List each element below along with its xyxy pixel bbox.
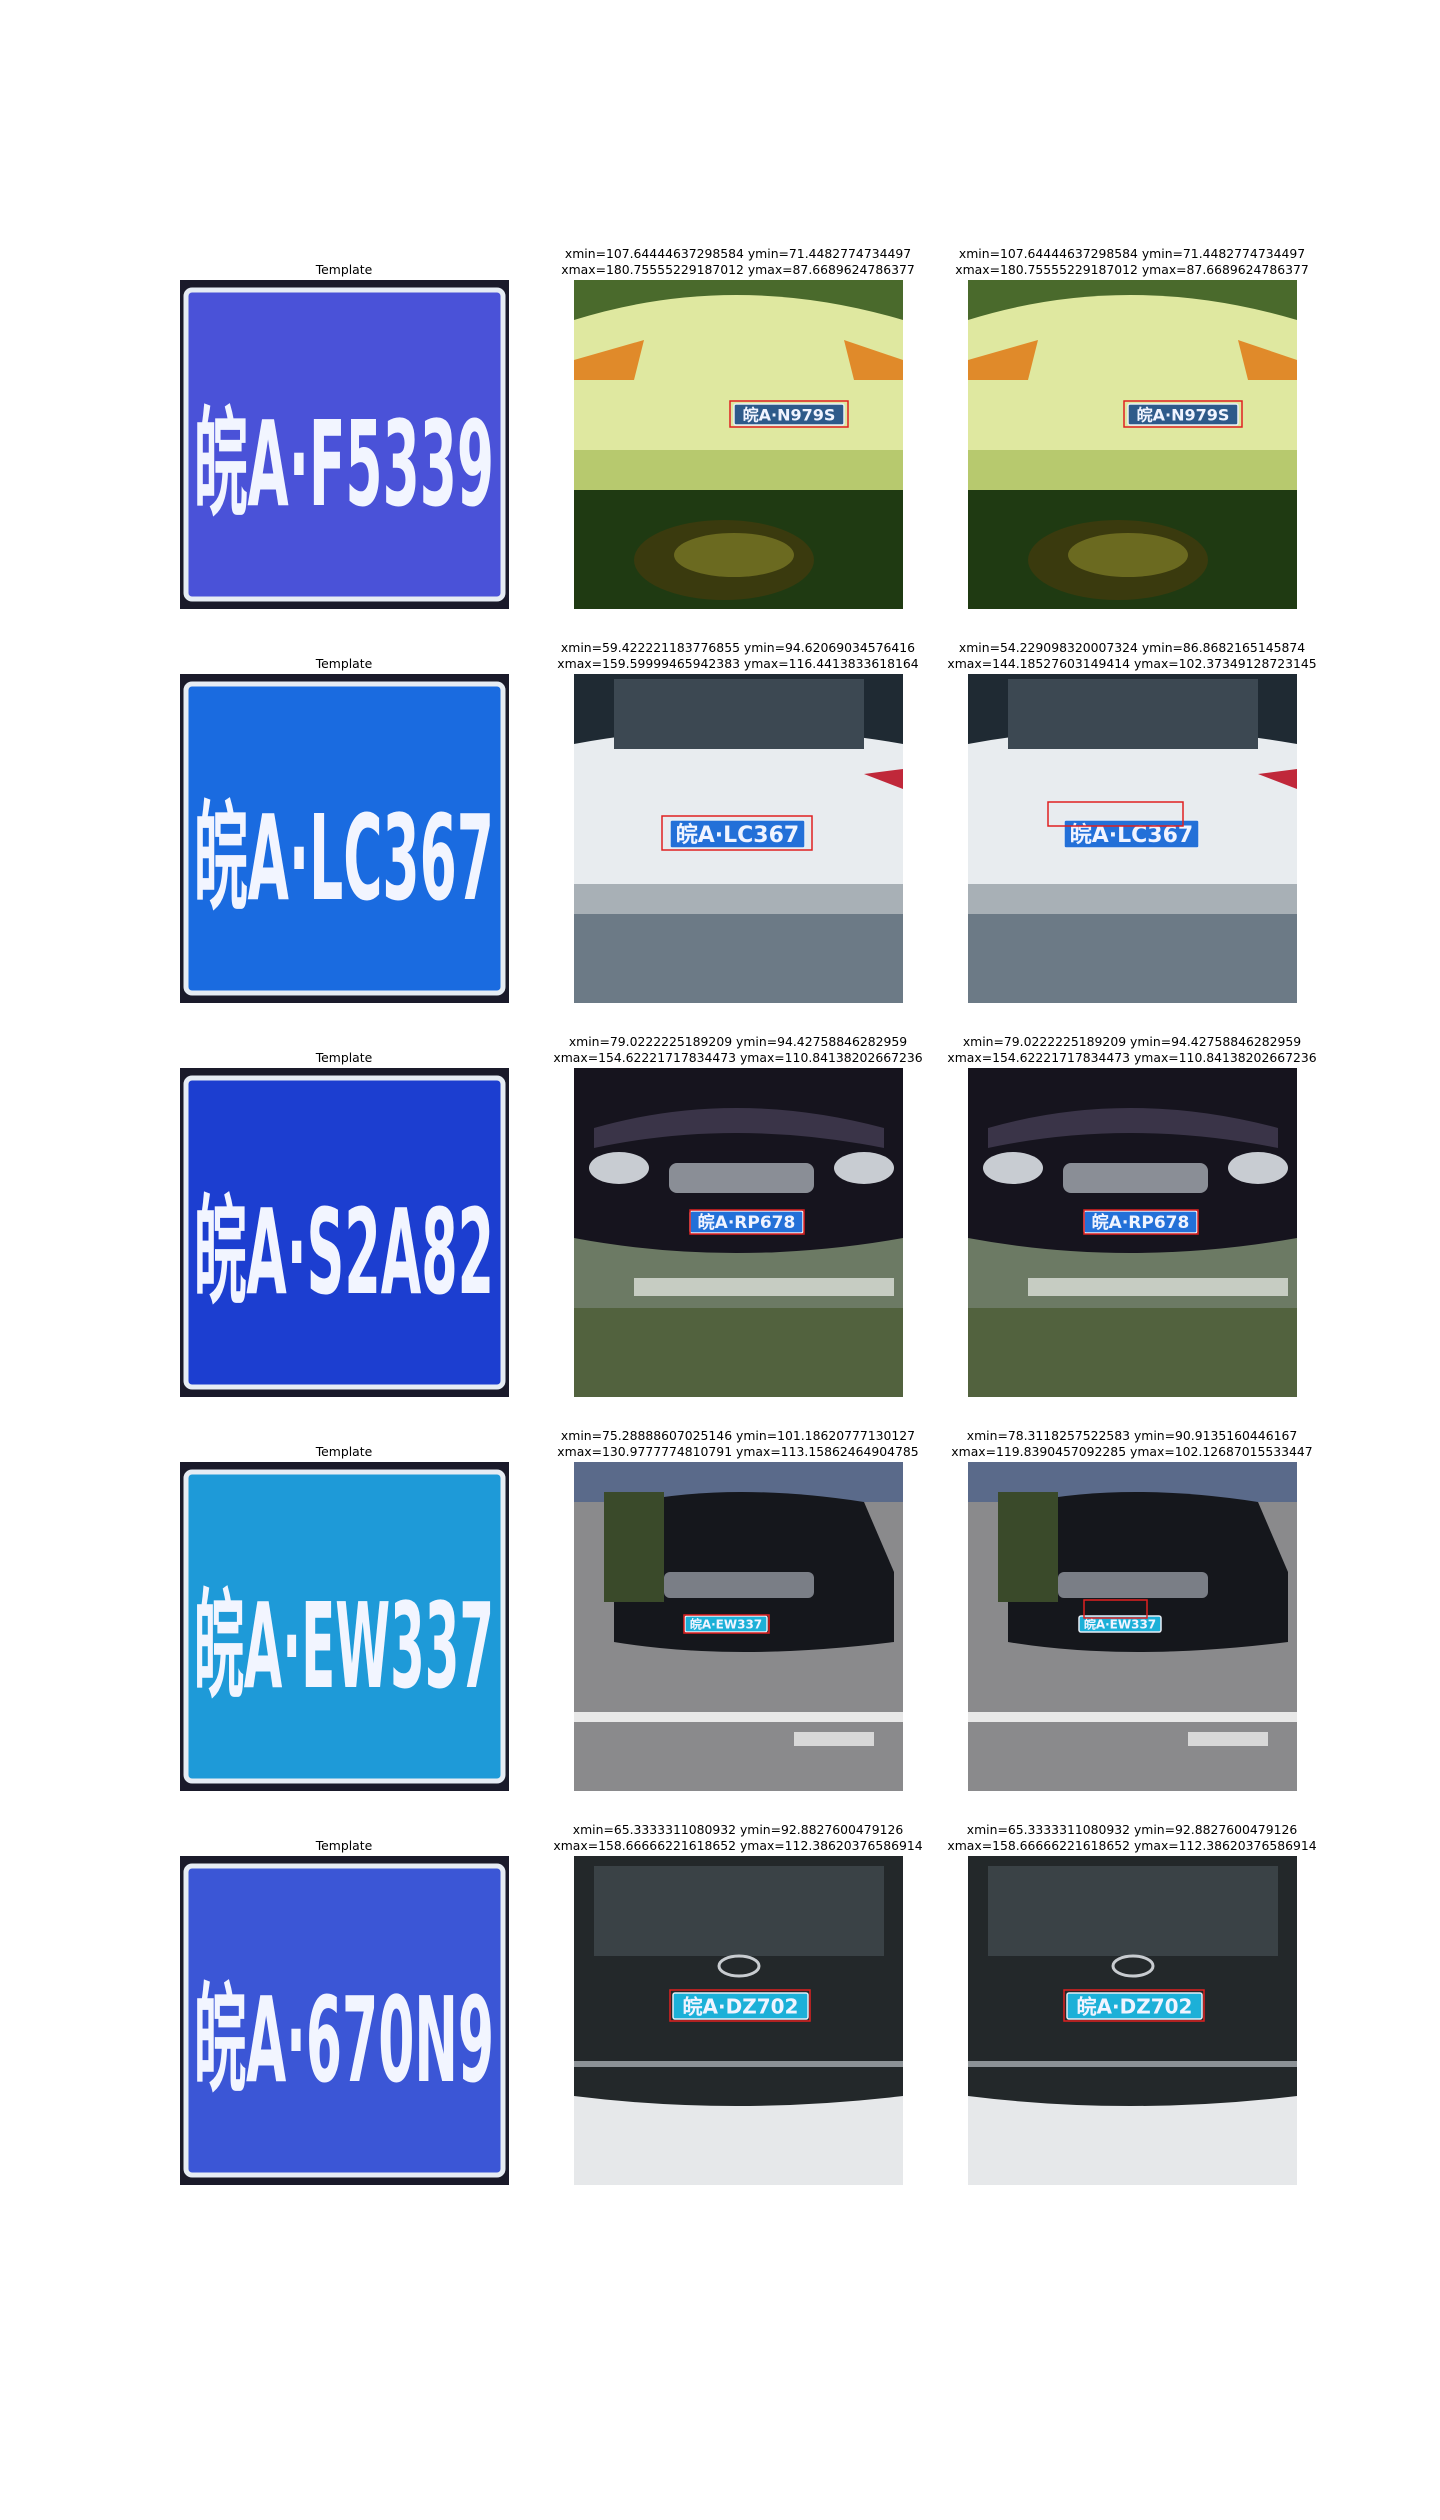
detection-title: xmin=79.0222225189209 ymin=94.4275884628… (518, 1034, 958, 1066)
detection-box (683, 1614, 770, 1634)
detection-title-line2: xmax=154.62221717834473 ymax=110.8413820… (553, 1050, 923, 1065)
detection-title-line2: xmax=159.59999465942383 ymax=116.4413833… (557, 656, 919, 671)
detection-image: 皖A·N979S (968, 280, 1297, 609)
detection-title-line1: xmin=107.64444637298584 ymin=71.44827747… (958, 246, 1306, 261)
svg-text:皖A·N979S: 皖A·N979S (1137, 405, 1230, 424)
detection-title: xmin=107.64444637298584 ymin=71.44827747… (518, 246, 958, 278)
template-title: Template (315, 1838, 373, 1853)
svg-text:皖A·S2A82: 皖A·S2A82 (194, 1183, 494, 1321)
detection-image: 皖A·N979S (574, 280, 903, 609)
license-plate: 皖A·RP678 (689, 1210, 804, 1234)
svg-text:皖A·N979S: 皖A·N979S (743, 405, 836, 424)
detection-box (689, 1209, 805, 1235)
svg-text:皖A·F5339: 皖A·F5339 (194, 395, 494, 533)
detection-image: 皖A·RP678 (968, 1068, 1297, 1397)
detection-title-line2: xmax=180.75555229187012 ymax=87.66896247… (561, 262, 915, 277)
template-image: 皖A·670N9 (180, 1856, 509, 2185)
detection-image: 皖A·EW337 (968, 1462, 1297, 1791)
svg-text:皖A·EW337: 皖A·EW337 (690, 1616, 762, 1631)
svg-text:皖A·EW337: 皖A·EW337 (194, 1577, 494, 1715)
detection-image: 皖A·LC367 (968, 674, 1297, 1003)
license-plate: 皖A·LC367 (669, 819, 806, 849)
detection-title-line2: xmax=130.9777774810791 ymax=113.15862464… (557, 1444, 919, 1459)
detection-title: xmin=54.229098320007324 ymin=86.86821651… (912, 640, 1352, 672)
detection-image: 皖A·RP678 (574, 1068, 903, 1397)
detection-title-line1: xmin=79.0222225189209 ymin=94.4275884628… (568, 1034, 908, 1049)
template-image: 皖A·EW337 (180, 1462, 509, 1791)
template-title: Template (315, 262, 373, 277)
template-image: 皖A·LC367 (180, 674, 509, 1003)
template-title: Template (315, 1444, 373, 1459)
svg-text:皖A·EW337: 皖A·EW337 (1084, 1616, 1156, 1631)
detection-box (661, 815, 813, 851)
detection-box (1047, 801, 1184, 827)
license-plate: 皖A·EW337 (684, 1615, 768, 1633)
detection-image: 皖A·DZ702 (574, 1856, 903, 2185)
detection-box (729, 400, 849, 428)
svg-text:皖A·DZ702: 皖A·DZ702 (683, 1994, 799, 2018)
detection-title-line2: xmax=119.8390457092285 ymax=102.12687015… (951, 1444, 1313, 1459)
svg-text:皖A·LC367: 皖A·LC367 (676, 822, 799, 848)
svg-text:皖A·RP678: 皖A·RP678 (698, 1212, 796, 1233)
template-title: Template (315, 656, 373, 671)
svg-text:皖A·670N9: 皖A·670N9 (194, 1971, 494, 2109)
license-plate: 皖A·RP678 (1083, 1210, 1198, 1234)
license-plate: 皖A·DZ702 (1066, 1992, 1203, 2020)
license-plate: 皖A·DZ702 (672, 1992, 809, 2020)
detection-title-line2: xmax=158.66666221618652 ymax=112.3862037… (947, 1838, 1317, 1853)
detection-title: xmin=79.0222225189209 ymin=94.4275884628… (912, 1034, 1352, 1066)
detection-title: xmin=75.28888607025146 ymin=101.18620777… (518, 1428, 958, 1460)
license-plate: 皖A·EW337 (1078, 1615, 1162, 1633)
template-title: Template (315, 1050, 373, 1065)
detection-image: 皖A·LC367 (574, 674, 903, 1003)
detection-title-line1: xmin=54.229098320007324 ymin=86.86821651… (958, 640, 1306, 655)
detection-title-line2: xmax=144.18527603149414 ymax=102.3734912… (947, 656, 1317, 671)
detection-title-line2: xmax=154.62221717834473 ymax=110.8413820… (947, 1050, 1317, 1065)
svg-text:皖A·RP678: 皖A·RP678 (1092, 1212, 1190, 1233)
svg-text:皖A·LC367: 皖A·LC367 (194, 789, 494, 927)
license-plate: 皖A·LC367 (1063, 819, 1200, 849)
detection-title-line1: xmin=59.422221183776855 ymin=94.62069034… (560, 640, 916, 655)
detection-title-line2: xmax=180.75555229187012 ymax=87.66896247… (955, 262, 1309, 277)
detection-image: 皖A·EW337 (574, 1462, 903, 1791)
detection-title: xmin=65.3333311080932 ymin=92.8827600479… (912, 1822, 1352, 1854)
template-image: 皖A·F5339 (180, 280, 509, 609)
detection-title-line1: xmin=75.28888607025146 ymin=101.18620777… (560, 1428, 916, 1443)
license-plate: 皖A·N979S (733, 403, 845, 426)
license-plate: 皖A·N979S (1127, 403, 1239, 426)
detection-box (1083, 1209, 1199, 1235)
detection-box (1083, 1599, 1148, 1619)
detection-box (1063, 1989, 1205, 2022)
detection-box (1123, 400, 1243, 428)
template-image: 皖A·S2A82 (180, 1068, 509, 1397)
detection-title-line1: xmin=107.64444637298584 ymin=71.44827747… (564, 246, 912, 261)
detection-box (669, 1989, 811, 2022)
detection-title: xmin=65.3333311080932 ymin=92.8827600479… (518, 1822, 958, 1854)
svg-text:皖A·DZ702: 皖A·DZ702 (1077, 1994, 1193, 2018)
detection-title: xmin=78.3118257522583 ymin=90.9135160446… (912, 1428, 1352, 1460)
detection-title-line1: xmin=65.3333311080932 ymin=92.8827600479… (966, 1822, 1298, 1837)
detection-title-line1: xmin=78.3118257522583 ymin=90.9135160446… (966, 1428, 1298, 1443)
detection-title-line1: xmin=79.0222225189209 ymin=94.4275884628… (962, 1034, 1302, 1049)
detection-title: xmin=59.422221183776855 ymin=94.62069034… (518, 640, 958, 672)
detection-title-line2: xmax=158.66666221618652 ymax=112.3862037… (553, 1838, 923, 1853)
detection-image: 皖A·DZ702 (968, 1856, 1297, 2185)
detection-title-line1: xmin=65.3333311080932 ymin=92.8827600479… (572, 1822, 904, 1837)
detection-title: xmin=107.64444637298584 ymin=71.44827747… (912, 246, 1352, 278)
